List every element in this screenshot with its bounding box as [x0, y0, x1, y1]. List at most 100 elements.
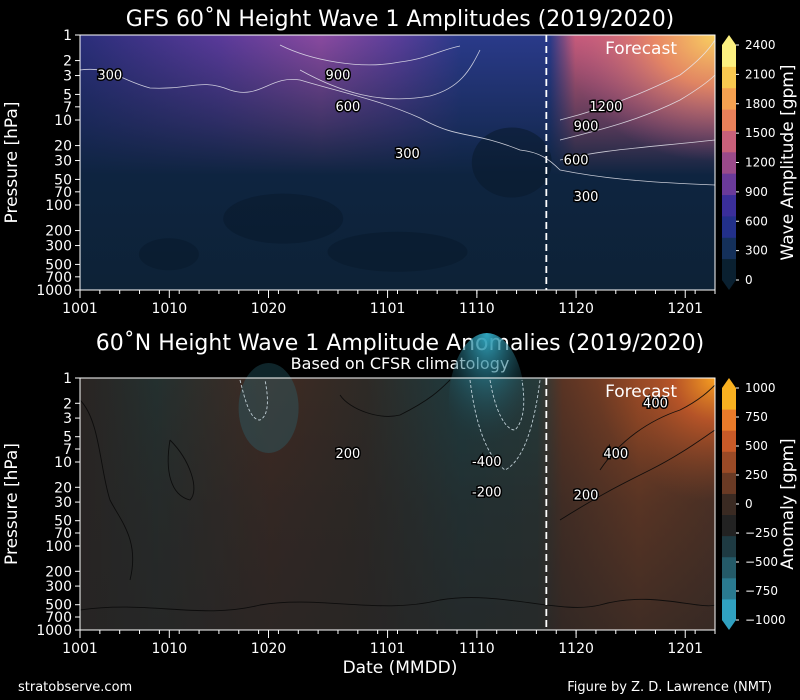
- y-tick-label: 7: [63, 100, 72, 116]
- colorbar-tick-label: −750: [745, 584, 778, 598]
- y-tick-label: 1000: [36, 283, 72, 299]
- x-tick-label: 1020: [251, 301, 287, 317]
- colorbar-tick-label: 0: [745, 273, 753, 287]
- contour-label: 300: [97, 69, 122, 84]
- panel-2: 60˚N Height Wave 1 Amplitude Anomalies (…: [2, 331, 798, 678]
- heatmap-field: [79, 35, 716, 290]
- y-tick-label: 3: [63, 69, 72, 85]
- x-tick-label: 1010: [151, 641, 187, 657]
- colorbar-tick-label: 1800: [745, 97, 776, 111]
- y-tick-label: 100: [45, 198, 72, 214]
- y-tick-label: 10: [54, 455, 72, 471]
- x-tick-label: 1120: [558, 641, 594, 657]
- colorbar: −1000 −750 −500 −250 0 250 500 750 1000 Anomaly […: [722, 378, 798, 630]
- contour-label: 600: [335, 100, 360, 115]
- colorbar-min-arrow: [722, 620, 736, 630]
- heatmap-field: [79, 333, 716, 630]
- contour-label: 200: [335, 447, 360, 462]
- colorbar-swatch: [722, 66, 736, 89]
- colorbar-tick-label: −1000: [745, 613, 786, 627]
- colorbar-swatch: [722, 514, 736, 537]
- y-tick-label: 3: [63, 411, 72, 427]
- y-tick-label: 300: [45, 239, 72, 255]
- colorbar-tick-label: 250: [745, 468, 768, 482]
- x-tick-label: 1001: [62, 301, 98, 317]
- x-tick-label: 1001: [62, 641, 98, 657]
- colorbar-swatch: [722, 237, 736, 260]
- y-tick-label: 200: [45, 224, 72, 240]
- y-axis-label: Pressure [hPa]: [2, 102, 22, 224]
- footer-credit-site: stratobserve.com: [18, 680, 132, 695]
- colorbar-tick-label: 300: [745, 244, 768, 258]
- colorbar-swatch: [722, 109, 736, 131]
- colorbar-label: Anomaly [gpm]: [778, 438, 798, 569]
- x-axis-label: Date (MMDD): [343, 658, 458, 678]
- colorbar-swatch: [722, 258, 736, 281]
- colorbar-swatch: [722, 472, 736, 494]
- colorbar-swatch: [722, 493, 736, 516]
- colorbar-tick-label: 600: [745, 214, 768, 228]
- x-tick-label: 1201: [667, 301, 703, 317]
- x-tick-label: 1201: [667, 641, 703, 657]
- footer-credit-author: Figure by Z. D. Lawrence (NMT): [567, 680, 772, 695]
- y-tick-label: 5: [63, 87, 72, 103]
- colorbar-swatch: [722, 451, 736, 473]
- y-tick-label: 700: [45, 610, 72, 626]
- contour-label: 400: [643, 396, 668, 411]
- colorbar-swatch: [722, 409, 736, 431]
- colorbar-tick-label: 2400: [745, 38, 776, 52]
- colorbar-tick-label: 1000: [745, 381, 776, 395]
- x-tick-label: 1110: [459, 641, 495, 657]
- colorbar-tick-label: 2100: [745, 67, 776, 81]
- y-tick-label: 2: [63, 54, 72, 70]
- contour-label: 1200: [589, 100, 622, 115]
- contour-label: -200: [472, 485, 502, 500]
- y-tick-label: 50: [54, 172, 72, 188]
- colorbar-label: Wave Amplitude [gpm]: [778, 65, 798, 261]
- contour-label: 200: [574, 488, 599, 503]
- colorbar-swatch: [722, 556, 736, 579]
- colorbar-tick-label: 1500: [745, 126, 776, 140]
- y-tick-label: 30: [54, 495, 72, 511]
- x-tick-label: 1110: [459, 301, 495, 317]
- y-tick-label: 70: [54, 526, 72, 542]
- colorbar-tick-label: 0: [745, 497, 753, 511]
- colorbar-swatch: [722, 87, 736, 110]
- colorbar-swatch: [722, 430, 736, 452]
- contour-label: 300: [574, 190, 599, 205]
- x-tick-label: 1101: [370, 641, 406, 657]
- forecast-label: Forecast: [605, 382, 677, 402]
- colorbar-swatch: [722, 598, 736, 621]
- colorbar-tick-label: 750: [745, 410, 768, 424]
- y-tick-label: 2: [63, 396, 72, 412]
- x-tick-label: 1101: [370, 301, 406, 317]
- colorbar-swatch: [722, 151, 736, 174]
- y-tick-label: 50: [54, 514, 72, 530]
- y-tick-label: 70: [54, 185, 72, 201]
- contour-label: 300: [395, 147, 420, 162]
- colorbar-swatch: [722, 173, 736, 196]
- colorbar-tick-label: 900: [745, 185, 768, 199]
- y-tick-label: 1000: [36, 623, 72, 639]
- y-tick-label: 300: [45, 579, 72, 595]
- x-tick-label: 1020: [251, 641, 287, 657]
- y-tick-label: 500: [45, 598, 72, 614]
- y-tick-label: 200: [45, 564, 72, 580]
- y-tick-label: 500: [45, 257, 72, 273]
- y-axis-label: Pressure [hPa]: [2, 443, 22, 565]
- y-tick-label: 1: [63, 28, 72, 44]
- colorbar-max-arrow: [722, 378, 736, 388]
- chart-title: 60˚N Height Wave 1 Amplitude Anomalies (…: [96, 331, 704, 356]
- chart-title: GFS 60˚N Height Wave 1 Amplitudes (2019/…: [126, 7, 675, 32]
- colorbar-swatch: [722, 388, 736, 410]
- colorbar-swatch: [722, 215, 736, 238]
- colorbar-swatch: [722, 194, 736, 217]
- y-tick-label: 100: [45, 539, 72, 555]
- y-tick-label: 30: [54, 154, 72, 170]
- x-tick-label: 1120: [558, 301, 594, 317]
- colorbar-swatch: [722, 130, 736, 153]
- contour-label: 600: [564, 154, 589, 169]
- colorbar-swatch: [722, 45, 736, 67]
